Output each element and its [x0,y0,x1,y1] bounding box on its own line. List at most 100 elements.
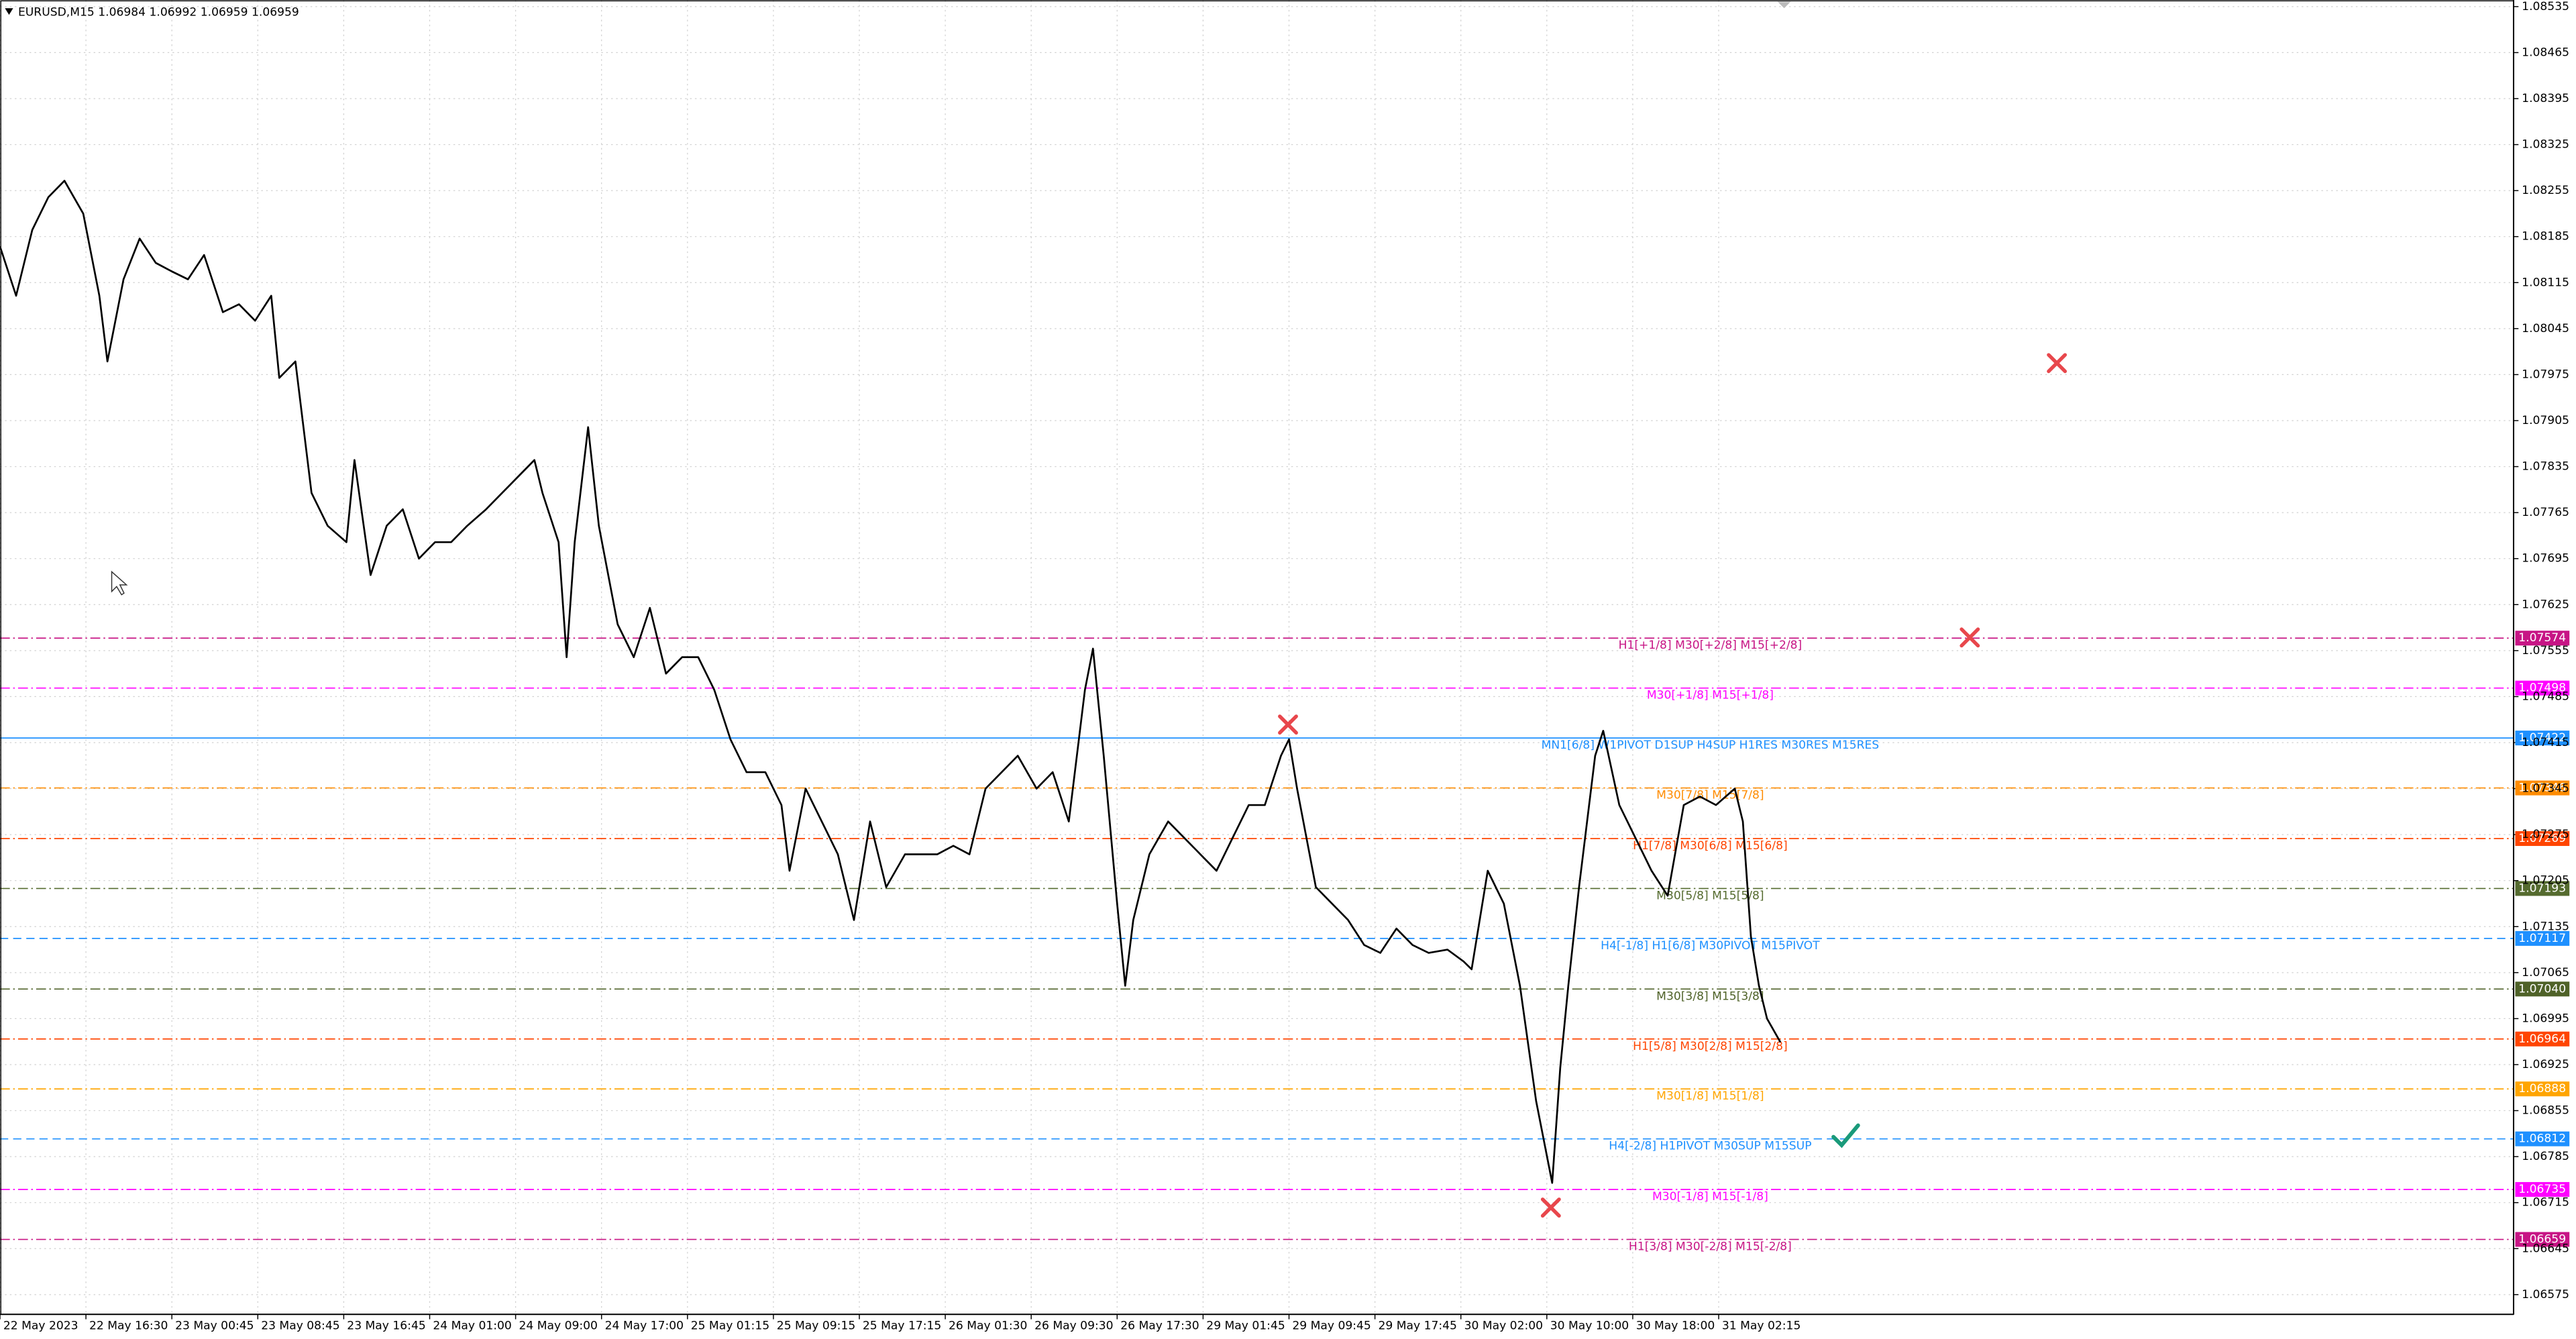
level-label: H1[3/8] M30[-2/8] M15[-2/8] [1629,1240,1792,1254]
mouse-cursor [111,570,128,596]
x-tick-label: 24 May 17:00 [605,1319,684,1332]
price-box [2515,780,2570,796]
level-label: H1[5/8] M30[2/8] M15[2/8] [1633,1040,1788,1053]
level-label: M30[3/8] M15[3/8] [1656,989,1764,1003]
x-tick-label: 30 May 02:00 [1464,1319,1543,1332]
y-tick-label: 1.07905 [2522,414,2569,427]
level-label: M30[+1/8] M15[+1/8] [1647,689,1774,702]
price-box [2515,831,2570,847]
x-tick-label: 23 May 16:45 [347,1319,425,1332]
level-label: H1[7/8] M30[6/8] M15[6/8] [1633,839,1788,853]
level-label: M30[7/8] M15[7/8] [1656,789,1764,802]
x-tick-label: 25 May 17:15 [863,1319,941,1332]
y-tick-label: 1.08325 [2522,138,2569,152]
chart-title: EURUSD,M15 1.06984 1.06992 1.06959 1.069… [18,5,299,19]
x-tick-label: 30 May 18:00 [1636,1319,1715,1332]
sell-marker [1540,1197,1561,1218]
price-box [2515,1131,2570,1146]
x-tick-label: 30 May 10:00 [1550,1319,1629,1332]
price-box [2515,680,2570,696]
y-tick-label: 1.08255 [2522,184,2569,197]
price-box [2515,1182,2570,1197]
price-box [2515,930,2570,946]
price-box-label: 1.06659 [2518,1233,2566,1246]
price-box [2515,1232,2570,1247]
y-tick-label: 1.06715 [2522,1196,2569,1210]
y-tick-label: 1.07485 [2522,690,2569,703]
price-box-label: 1.07498 [2518,682,2566,695]
y-tick-label: 1.06925 [2522,1058,2569,1071]
price-box [2515,1031,2570,1047]
price-box [2515,881,2570,896]
price [0,180,1782,1184]
x-tick-label: 24 May 01:00 [433,1319,511,1332]
level-label: H1[+1/8] M30[+2/8] M15[+2/8] [1619,639,1803,652]
price-box-label: 1.06735 [2518,1183,2566,1196]
level-label: MN1[6/8] W1PIVOT D1SUP H4SUP H1RES M30RE… [1542,739,1880,752]
menu-arrow[interactable] [5,8,13,15]
y-tick-label: 1.07275 [2522,828,2569,841]
price-box [2515,981,2570,997]
y-tick-label: 1.06995 [2522,1012,2569,1025]
sell-marker [2047,353,2068,374]
x-tick-label: 26 May 17:30 [1120,1319,1199,1332]
level-label: H4[-2/8] H1PIVOT M30SUP M15SUP [1609,1140,1811,1153]
level-label: M30[5/8] M15[5/8] [1656,889,1764,902]
price-box-label: 1.07269 [2518,832,2566,845]
grid [0,0,2519,1320]
y-tick-label: 1.06785 [2522,1150,2569,1163]
x-tick-label: 26 May 01:30 [949,1319,1027,1332]
y-tick-label: 1.08535 [2522,0,2569,13]
y-tick-label: 1.07555 [2522,644,2569,657]
level-label: M30[1/8] M15[1/8] [1656,1089,1764,1103]
price-box-label: 1.07117 [2518,932,2566,945]
y-tick-label: 1.07765 [2522,506,2569,519]
level-label: M30[-1/8] M15[-1/8] [1652,1190,1768,1203]
x-tick-label: 23 May 08:45 [261,1319,339,1332]
price-box [2515,1081,2570,1097]
y-tick-label: 1.06855 [2522,1104,2569,1118]
labels: 1.08535 1.08465 1.08395 1.08325 1.08255 1.081… [3,0,2569,1332]
x-tick-label: 24 May 09:00 [519,1319,598,1332]
y-tick-label: 1.07975 [2522,368,2569,381]
x-tick-label: 25 May 09:15 [777,1319,855,1332]
sell-marker [1960,627,1980,648]
y-tick-label: 1.07065 [2522,966,2569,979]
signal-markers [1278,353,2068,1218]
sell-marker [1278,714,1298,735]
y-tick-label: 1.08185 [2522,230,2569,244]
y-tick-label: 1.08115 [2522,276,2569,289]
y-tick-label: 1.08465 [2522,46,2569,59]
y-tick-label: 1.07695 [2522,552,2569,566]
price-line [0,180,1782,1184]
price-box-label: 1.06812 [2518,1132,2566,1146]
x-tick-label: 23 May 00:45 [175,1319,254,1332]
levels: H1[+1/8] M30[+2/8] M15[+2/8] 1.07574 M30[+… [0,631,2570,1254]
x-tick-label: 22 May 16:30 [89,1319,168,1332]
x-tick-label: 29 May 09:45 [1292,1319,1371,1332]
x-tick-label: 31 May 02:15 [1722,1319,1801,1332]
price-box [2515,631,2570,646]
plot-border [0,0,2514,1315]
price-box-label: 1.06964 [2518,1032,2566,1046]
y-tick-label: 1.07835 [2522,460,2569,474]
price-box [2515,731,2570,746]
y-tick-label: 1.07625 [2522,598,2569,611]
y-tick-label: 1.08395 [2522,92,2569,105]
price-box-label: 1.07346 [2518,782,2566,795]
y-tick-label: 1.07415 [2522,736,2569,749]
x-tick-label: 29 May 01:45 [1206,1319,1285,1332]
x-tick-label: 26 May 09:30 [1034,1319,1113,1332]
y-tick-label: 1.07205 [2522,874,2569,888]
y-tick-label: 1.06645 [2522,1242,2569,1255]
price-box-label: 1.07422 [2518,731,2566,745]
y-tick-label: 1.08045 [2522,322,2569,335]
x-tick-label: 22 May 2023 [3,1319,78,1332]
price-box-label: 1.06888 [2518,1082,2566,1095]
buy-check [1831,1123,1860,1148]
level-label: H4[-1/8] H1[6/8] M30PIVOT M15PIVOT [1601,939,1820,953]
price-box-label: 1.07193 [2518,881,2566,895]
scroll-marker[interactable] [1777,1,1791,9]
